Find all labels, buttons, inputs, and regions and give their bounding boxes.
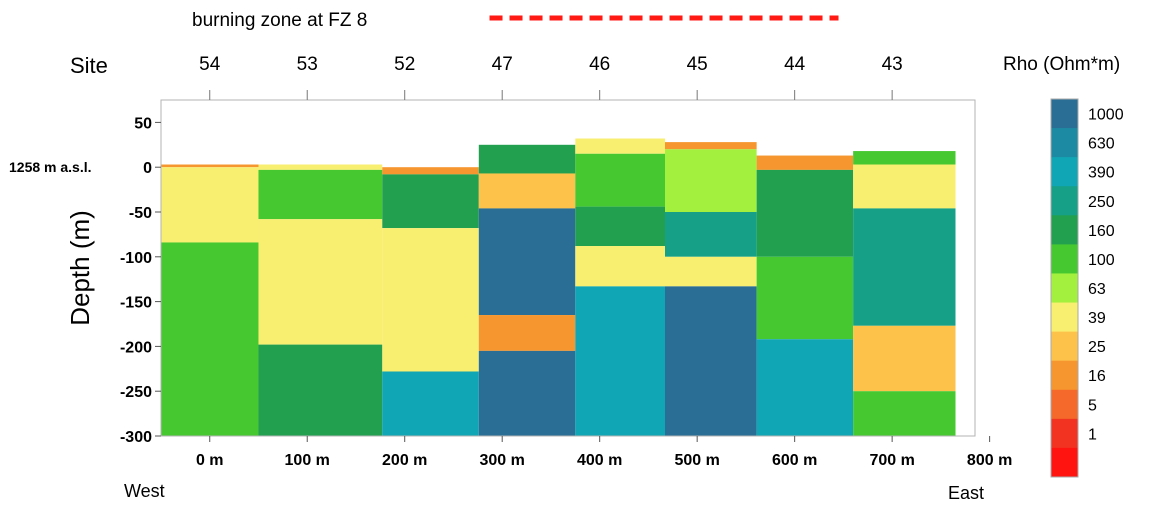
block-col4-layer2 bbox=[478, 173, 576, 209]
legend-swatch bbox=[1051, 128, 1078, 158]
block-col5-layer3 bbox=[575, 206, 665, 247]
block-col8-layer2 bbox=[853, 164, 956, 209]
legend-swatch bbox=[1051, 389, 1078, 420]
block-col5-layer5 bbox=[575, 286, 665, 436]
block-col7-layer2 bbox=[756, 169, 854, 257]
legend-swatch bbox=[1051, 331, 1078, 362]
legend-swatch bbox=[1051, 99, 1078, 129]
block-col1-layer1 bbox=[161, 164, 259, 168]
block-col2-layer4 bbox=[258, 344, 383, 436]
y-axis-label: Depth (m) bbox=[65, 210, 95, 326]
block-col2-layer3 bbox=[258, 219, 383, 345]
legend-label: 63 bbox=[1088, 281, 1106, 298]
block-col7-layer4 bbox=[756, 339, 854, 436]
block-col8-layer1 bbox=[853, 151, 956, 165]
legend-label: 16 bbox=[1088, 368, 1106, 385]
site-label: 53 bbox=[297, 54, 318, 75]
block-col1-layer2 bbox=[161, 167, 259, 243]
legend-swatch bbox=[1051, 447, 1078, 478]
y-tick-label: -300 bbox=[120, 429, 152, 446]
site-label: 45 bbox=[687, 54, 708, 75]
block-col4-layer1 bbox=[478, 144, 576, 174]
y-tick-label: 0 bbox=[143, 160, 152, 177]
y-tick-label: 50 bbox=[134, 115, 152, 132]
legend-swatch bbox=[1051, 418, 1078, 449]
legend-label: 1 bbox=[1088, 426, 1097, 443]
resistivity-blocks bbox=[161, 138, 956, 436]
burning-zone-label: burning zone at FZ 8 bbox=[192, 10, 367, 31]
legend-swatch bbox=[1051, 215, 1078, 245]
legend-swatch bbox=[1051, 360, 1078, 391]
x-tick-label: 100 m bbox=[285, 452, 330, 469]
block-col5-layer2 bbox=[575, 153, 665, 207]
block-col5-layer4 bbox=[575, 246, 665, 287]
site-label: 47 bbox=[492, 54, 513, 75]
x-tick-label: 300 m bbox=[480, 452, 525, 469]
x-tick-label: 800 m bbox=[967, 452, 1012, 469]
x-tick-label: 500 m bbox=[674, 452, 719, 469]
site-label: 46 bbox=[589, 54, 610, 75]
legend-swatch bbox=[1051, 186, 1078, 216]
block-col3-layer1 bbox=[382, 167, 479, 175]
elevation-label: 1258 m a.s.l. bbox=[9, 159, 92, 175]
site-label: 44 bbox=[784, 54, 806, 75]
y-tick-label: -150 bbox=[120, 295, 152, 312]
site-label: 52 bbox=[394, 54, 415, 75]
block-col8-layer4 bbox=[853, 325, 956, 392]
block-col3-layer2 bbox=[382, 174, 479, 229]
block-col3-layer3 bbox=[382, 228, 479, 372]
legend-label: 39 bbox=[1088, 310, 1106, 327]
block-col4-layer5 bbox=[478, 350, 576, 436]
plot-frame bbox=[160, 99, 976, 437]
x-tick-label: 700 m bbox=[869, 452, 914, 469]
x-tick-label: 400 m bbox=[577, 452, 622, 469]
legend-label: 630 bbox=[1088, 136, 1115, 153]
block-col8-layer3 bbox=[853, 208, 956, 326]
axes: 50 0 -50 -100 -150 -200 -250 -300 0 m 100 m 200 m 3… bbox=[120, 54, 1012, 469]
y-tick-label: -100 bbox=[120, 250, 152, 267]
site-header: Site bbox=[70, 53, 108, 78]
block-col4-layer4 bbox=[478, 315, 576, 351]
x-tick-label: 600 m bbox=[772, 452, 817, 469]
block-col2-layer2 bbox=[258, 169, 383, 220]
site-label: 43 bbox=[882, 54, 903, 75]
y-tick-label: -200 bbox=[120, 339, 152, 356]
block-col5-layer1 bbox=[575, 138, 665, 154]
block-col1-layer3 bbox=[161, 242, 259, 436]
block-col8-layer5 bbox=[853, 391, 956, 436]
block-col6-layer5 bbox=[664, 286, 757, 436]
legend-frame bbox=[1050, 98, 1079, 478]
legend-swatch bbox=[1051, 273, 1078, 304]
legend-swatch bbox=[1051, 157, 1078, 187]
legend-label: 100 bbox=[1088, 252, 1115, 269]
legend-label: 25 bbox=[1088, 339, 1106, 356]
legend-label: 390 bbox=[1088, 165, 1115, 182]
y-tick-label: -50 bbox=[129, 205, 152, 222]
block-col4-layer3 bbox=[478, 208, 576, 316]
legend-swatch bbox=[1051, 302, 1078, 333]
color-legend: 1000 630 390 250 160 100 63 39 25 16 5 1 bbox=[1050, 98, 1124, 478]
x-tick-label: 0 m bbox=[196, 452, 224, 469]
block-col7-layer1 bbox=[756, 155, 854, 170]
block-col6-layer1 bbox=[664, 142, 757, 150]
legend-swatch bbox=[1051, 244, 1078, 274]
legend-title: Rho (Ohm*m) bbox=[1003, 54, 1120, 75]
legend-label: 5 bbox=[1088, 397, 1097, 414]
block-col6-layer4 bbox=[664, 256, 757, 287]
y-tick-label: -250 bbox=[120, 384, 152, 401]
block-col3-layer4 bbox=[382, 371, 479, 436]
site-label: 54 bbox=[199, 54, 221, 75]
west-label: West bbox=[124, 481, 165, 501]
block-col2-layer1 bbox=[258, 164, 383, 170]
east-label: East bbox=[948, 483, 984, 503]
block-col6-layer3 bbox=[664, 212, 757, 257]
legend-label: 1000 bbox=[1088, 107, 1124, 124]
legend-label: 250 bbox=[1088, 194, 1115, 211]
block-col7-layer3 bbox=[756, 256, 854, 340]
x-tick-label: 200 m bbox=[382, 452, 427, 469]
block-col6-layer2 bbox=[664, 149, 757, 212]
legend-label: 160 bbox=[1088, 223, 1115, 240]
